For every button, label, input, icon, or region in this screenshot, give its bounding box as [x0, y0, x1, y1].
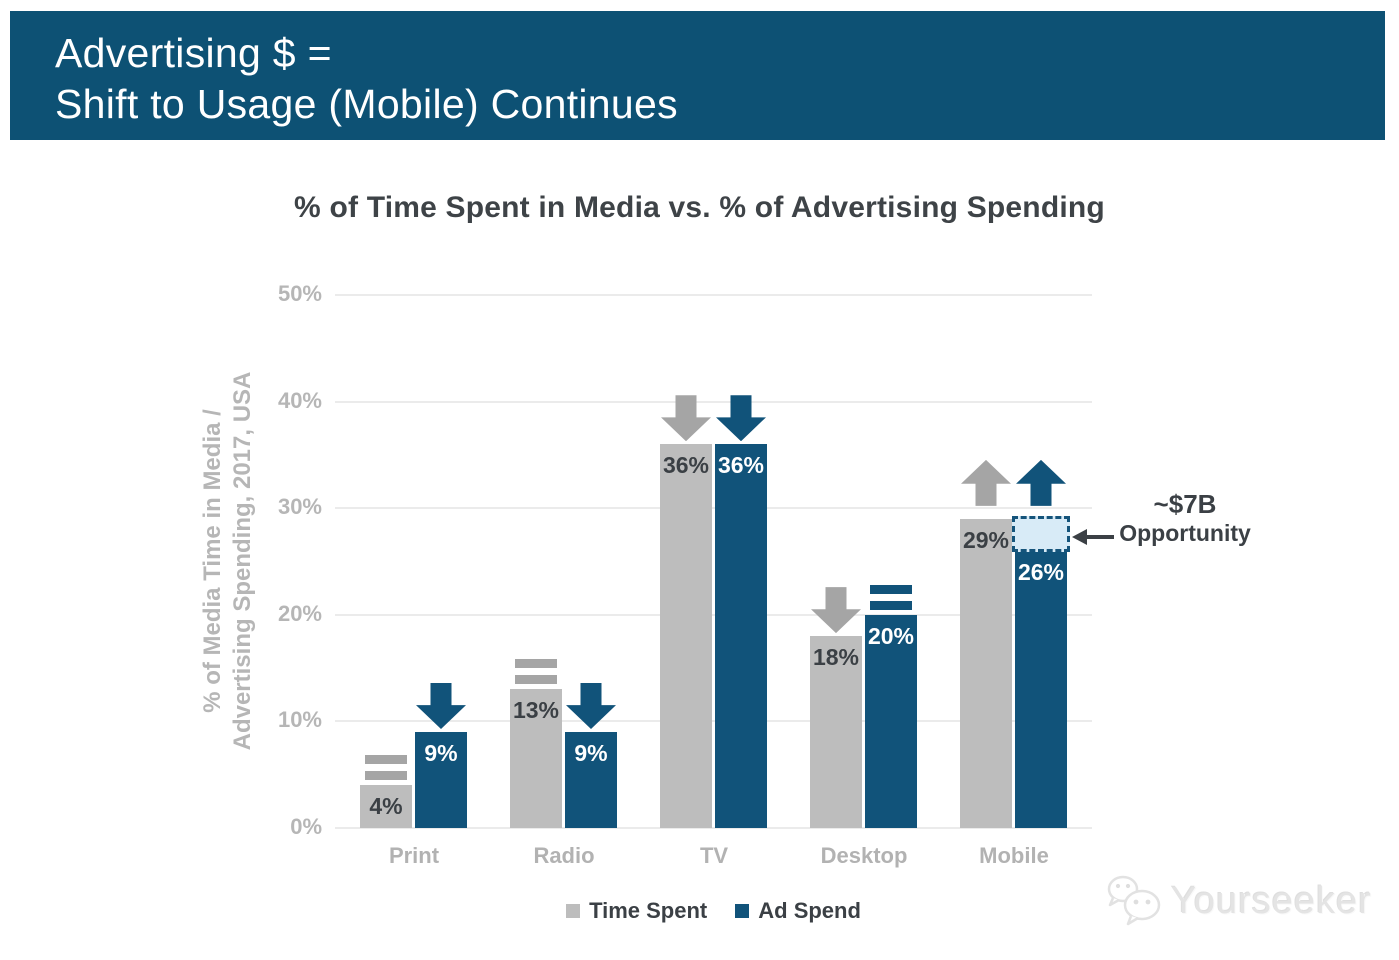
- opportunity-annotation: ~$7B Opportunity: [1100, 489, 1270, 547]
- flat-stripe: [870, 600, 912, 610]
- bar-value-label: 26%: [1017, 558, 1065, 585]
- annotation-arrow-line: [1087, 535, 1114, 539]
- trend-flat-icon: [870, 584, 912, 610]
- y-tick-label: 40%: [277, 387, 322, 413]
- gridline: [335, 827, 1092, 829]
- chat-bubbles-icon: [1107, 875, 1161, 926]
- trend-up-icon: [1016, 459, 1066, 506]
- y-tick-label: 20%: [277, 600, 322, 626]
- bar-mobile-ad-spend: 26%: [1015, 550, 1067, 828]
- legend: Time Spent Ad Spend: [335, 898, 1092, 924]
- gridline: [335, 720, 1092, 723]
- gridline: [335, 613, 1092, 616]
- bar-value-label: 20%: [867, 622, 915, 649]
- opportunity-box: [1012, 515, 1070, 552]
- bar-tv-time-spent: 36%: [660, 444, 712, 828]
- bar-value-label: 9%: [424, 740, 458, 767]
- y-tick-label: 30%: [277, 494, 322, 520]
- bar-mobile-time-spent: 29%: [960, 518, 1012, 828]
- time-spent-swatch-icon: [566, 904, 581, 918]
- gridline: [335, 507, 1092, 510]
- flat-stripe: [515, 675, 557, 685]
- bar-radio-ad-spend: 9%: [565, 732, 617, 828]
- y-axis-title-line1: % of Media Time in Media /: [199, 409, 226, 713]
- x-label-mobile: Mobile: [979, 843, 1049, 868]
- bar-radio-time-spent: 13%: [510, 689, 562, 828]
- bar-print-ad-spend: 9%: [415, 732, 467, 828]
- legend-item-time-spent: Time Spent: [566, 898, 707, 924]
- bar-desktop-time-spent: 18%: [810, 636, 862, 828]
- x-label-print: Print: [388, 843, 440, 868]
- gridline: [335, 400, 1092, 403]
- legend-label-ad-spend: Ad Spend: [758, 898, 861, 923]
- legend-item-ad-spend: Ad Spend: [735, 898, 861, 924]
- bar-value-label: 13%: [512, 697, 560, 724]
- watermark: Yourseeker: [1104, 872, 1372, 930]
- bar-tv-ad-spend: 36%: [715, 444, 767, 828]
- flat-stripe: [515, 659, 557, 669]
- y-tick-label: 50%: [277, 281, 322, 306]
- x-label-radio: Radio: [533, 843, 595, 868]
- bar-value-label: 36%: [662, 452, 710, 479]
- y-tick-label: 0%: [290, 814, 322, 839]
- bar-value-label: 36%: [717, 452, 765, 479]
- flat-stripe: [870, 584, 912, 594]
- legend-label-time-spent: Time Spent: [589, 898, 708, 923]
- y-axis-title: % of Media Time in Media / Advertising S…: [198, 372, 258, 751]
- trend-up-icon: [961, 459, 1011, 506]
- banner-title-line1: Advertising $ =: [55, 30, 332, 76]
- bar-value-label: 9%: [574, 740, 608, 767]
- opportunity-label: Opportunity: [1119, 520, 1251, 546]
- plot-area: 4% 9% 13% 9% 36% 36% 18% 20% 29% 26%: [335, 294, 1092, 829]
- trend-flat-icon: [515, 659, 557, 685]
- bar-print-time-spent: 4%: [360, 785, 412, 828]
- bar-value-label: 4%: [369, 793, 403, 820]
- y-tick-label: 10%: [277, 707, 322, 733]
- trend-flat-icon: [365, 755, 407, 781]
- flat-stripe: [365, 771, 407, 781]
- ad-spend-swatch-icon: [735, 904, 750, 918]
- y-axis-title-line2: Advertising Spending, 2017, USA: [229, 371, 256, 751]
- header-banner: Advertising $ = Shift to Usage (Mobile) …: [10, 11, 1385, 140]
- opportunity-amount: ~$7B: [1153, 489, 1217, 519]
- chart-title: % of Time Spent in Media vs. % of Advert…: [294, 191, 1105, 224]
- trend-down-icon: [811, 587, 861, 634]
- flat-stripe: [365, 755, 407, 765]
- bar-value-label: 18%: [812, 644, 860, 671]
- arrow-left-icon: [1072, 529, 1087, 545]
- gridline: [335, 294, 1092, 296]
- bar-desktop-ad-spend: 20%: [865, 614, 917, 828]
- x-label-desktop: Desktop: [820, 843, 908, 868]
- x-label-tv: TV: [699, 843, 729, 868]
- watermark-text: Yourseeker: [1171, 879, 1372, 922]
- banner-title-line2: Shift to Usage (Mobile) Continues: [55, 81, 678, 127]
- bar-value-label: 29%: [962, 526, 1010, 553]
